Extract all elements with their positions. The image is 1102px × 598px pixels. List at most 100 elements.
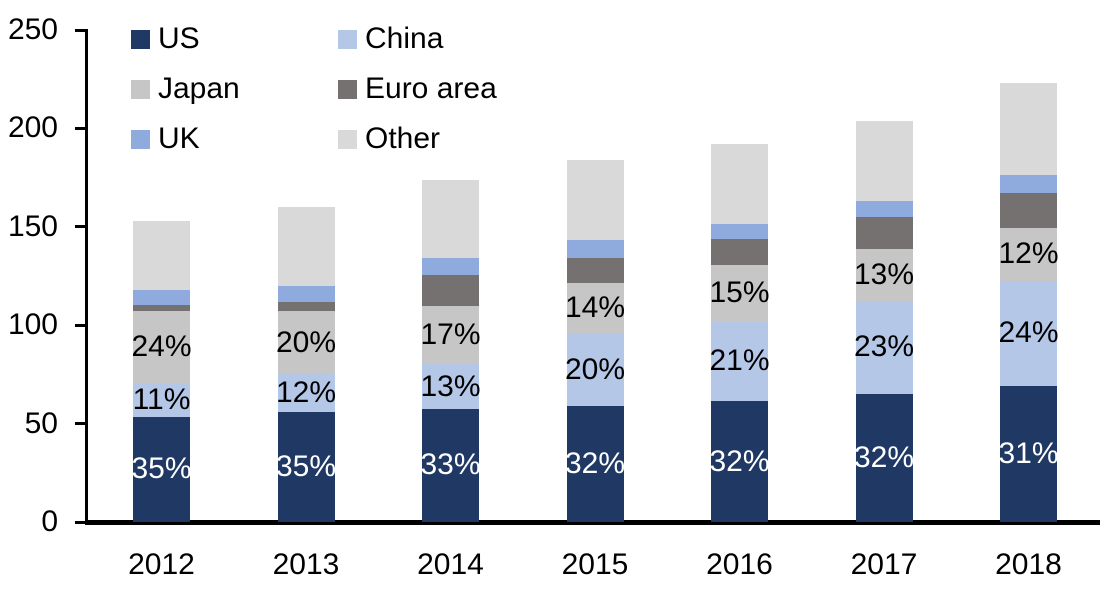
x-tick-label-2013: 2013 xyxy=(272,548,340,581)
bar-value-label: 31% xyxy=(998,436,1059,470)
bar-value-label: 32% xyxy=(709,444,770,478)
bar-2016: 32% 21% 15% xyxy=(709,144,770,522)
bar-value-label: 20% xyxy=(564,352,626,386)
bar-value-label: 14% xyxy=(564,291,626,325)
legend-label-other: Other xyxy=(365,122,441,155)
legend-swatch-uk xyxy=(131,129,150,149)
bar-value-label: 32% xyxy=(564,447,626,481)
bar-segment-japan: 17% xyxy=(420,306,481,365)
bar-segment-china: 24% xyxy=(998,280,1059,386)
bar-segment-euro-area xyxy=(133,305,190,312)
bar-segment-euro-area xyxy=(422,275,479,307)
bar-segment-japan: 24% xyxy=(131,311,192,384)
bar-2017: 32% 23% 13% xyxy=(853,120,915,522)
x-tick-label-2016: 2016 xyxy=(706,548,773,581)
x-tick-label-2015: 2015 xyxy=(561,548,629,581)
bar-segment-china: 20% xyxy=(564,333,626,407)
y-tick-mark xyxy=(75,126,86,130)
bar-segment-euro-area xyxy=(1000,192,1057,228)
legend-label-us: US xyxy=(158,22,200,55)
bar-segment-us: 35% xyxy=(275,411,337,522)
bar-value-label: 33% xyxy=(420,448,481,482)
bar-segment-uk xyxy=(566,239,624,258)
bar-segment-euro-area xyxy=(855,216,913,249)
legend-label-japan: Japan xyxy=(158,72,240,105)
bar-segment-other xyxy=(711,144,768,224)
bar-segment-china: 13% xyxy=(420,364,481,409)
bar-value-label: 23% xyxy=(853,330,915,364)
bar-segment-other xyxy=(422,179,479,259)
bar-value-label: 35% xyxy=(131,452,192,486)
bar-value-label: 24% xyxy=(998,316,1059,350)
bar-segment-us: 33% xyxy=(420,408,481,522)
bar-value-label: 21% xyxy=(709,344,770,378)
bar-value-label: 12% xyxy=(275,375,337,409)
bar-2015: 32% 20% 14% xyxy=(564,159,626,522)
y-tick-label: 150 xyxy=(7,209,58,243)
y-tick-mark xyxy=(75,28,86,32)
bar-value-label: 15% xyxy=(709,276,770,310)
bar-value-label: 20% xyxy=(275,325,337,359)
bar-segment-japan: 20% xyxy=(275,311,337,374)
bar-segment-uk xyxy=(855,200,913,217)
bar-2012: 35% 11% 24% xyxy=(131,220,192,522)
bar-segment-china: 11% xyxy=(132,383,191,417)
bar-segment-other xyxy=(277,207,335,286)
bar-value-label: 11% xyxy=(132,383,191,417)
y-tick-label: 100 xyxy=(7,308,58,342)
x-tick-label-2018: 2018 xyxy=(995,548,1062,581)
legend-item-uk: UK xyxy=(131,122,200,155)
legend-item-china: China xyxy=(338,22,444,55)
bar-segment-us: 31% xyxy=(998,385,1059,522)
x-tick-label-2014: 2014 xyxy=(417,548,484,581)
bar-value-label: 17% xyxy=(420,318,481,352)
bar-segment-euro-area xyxy=(711,238,768,266)
bar-2013: 35% 12% 20% xyxy=(275,207,337,522)
bar-value-label: 32% xyxy=(853,440,915,474)
bar-segment-uk xyxy=(422,258,479,276)
bar-segment-euro-area xyxy=(277,301,335,312)
x-tick-label-2017: 2017 xyxy=(850,548,918,581)
legend-swatch-us xyxy=(131,29,150,49)
y-tick-mark xyxy=(75,422,86,426)
bar-segment-china: 12% xyxy=(275,374,337,412)
y-tick-mark xyxy=(75,225,86,229)
bar-segment-other xyxy=(133,220,190,291)
y-tick-label: 200 xyxy=(7,111,58,145)
bar-segment-japan: 14% xyxy=(564,283,626,334)
legend-item-euro-area: Euro area xyxy=(338,74,497,104)
bar-value-label: 24% xyxy=(131,330,192,364)
bar-segment-uk xyxy=(711,223,768,239)
legend-swatch-euro-area xyxy=(338,79,357,99)
y-tick-mark xyxy=(75,323,86,327)
bar-segment-other xyxy=(855,120,913,201)
bar-segment-japan: 12% xyxy=(998,227,1059,281)
bar-segment-other xyxy=(1000,83,1057,176)
x-tick-label-2012: 2012 xyxy=(128,548,195,581)
legend-item-us: US xyxy=(131,22,200,55)
bar-segment-china: 23% xyxy=(853,301,915,394)
legend-item-japan: Japan xyxy=(131,72,240,105)
bar-segment-japan: 15% xyxy=(709,265,770,322)
bar-segment-other xyxy=(566,159,624,240)
legend-swatch-china xyxy=(338,29,357,49)
y-axis-line xyxy=(85,29,88,522)
legend-swatch-japan xyxy=(131,79,150,99)
legend-label-uk: UK xyxy=(158,122,200,155)
legend-swatch-other xyxy=(338,129,357,149)
bar-segment-uk xyxy=(1000,175,1057,193)
y-tick-mark xyxy=(75,520,86,524)
bar-segment-china: 21% xyxy=(709,321,770,402)
bar-segment-us: 35% xyxy=(131,416,192,522)
bar-value-label: 35% xyxy=(275,449,337,483)
y-tick-label: 250 xyxy=(7,13,58,46)
y-tick-label: 50 xyxy=(24,406,58,440)
legend-label-china: China xyxy=(365,22,444,55)
bar-value-label: 12% xyxy=(998,237,1059,271)
bar-segment-uk xyxy=(133,290,190,306)
bar-2018: 31% 24% 12% xyxy=(998,83,1059,522)
bar-segment-euro-area xyxy=(566,257,624,283)
bar-value-label: 13% xyxy=(420,369,481,403)
bar-segment-us: 32% xyxy=(853,393,915,522)
